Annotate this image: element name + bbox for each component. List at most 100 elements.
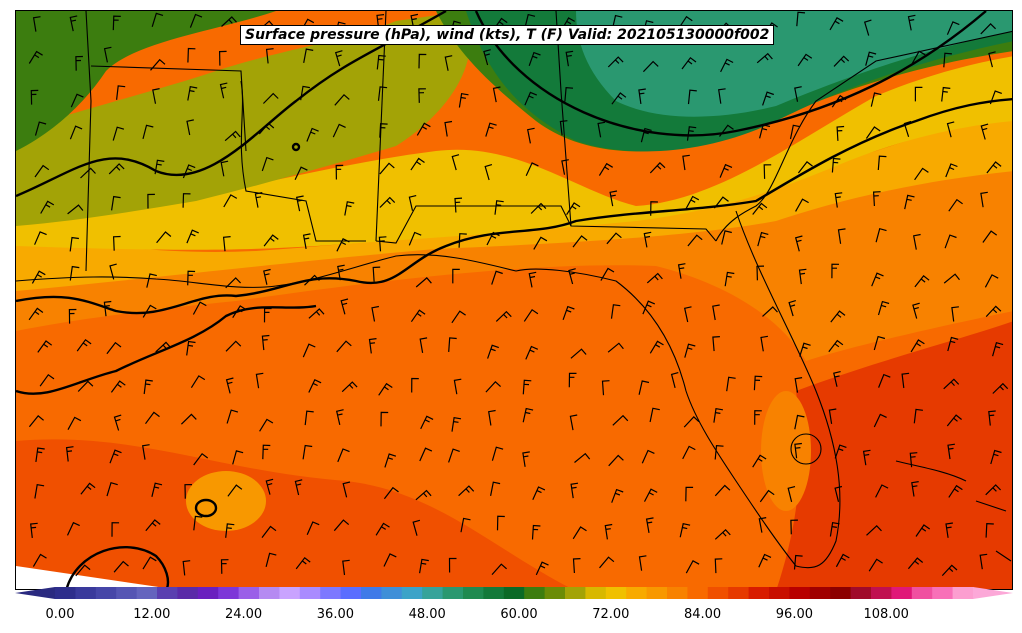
wind-barb bbox=[758, 517, 767, 533]
colorbar-tick-label: 0.00 bbox=[45, 607, 75, 622]
wind-barb bbox=[451, 310, 466, 324]
wind-barb bbox=[561, 159, 569, 175]
wind-barb bbox=[794, 377, 803, 393]
wind-barb bbox=[910, 339, 925, 353]
wind-barb bbox=[678, 15, 693, 29]
colorbar-swatch bbox=[932, 587, 954, 599]
wind-barb bbox=[877, 300, 890, 316]
colorbar-swatch bbox=[585, 587, 607, 599]
wind-barb bbox=[724, 271, 735, 287]
wind-barb bbox=[873, 335, 886, 351]
wind-barb bbox=[572, 235, 588, 248]
wind-barb bbox=[491, 563, 507, 575]
wind-barb bbox=[533, 236, 548, 250]
wind-barb bbox=[831, 94, 847, 108]
wind-barb bbox=[721, 230, 732, 245]
wind-barb bbox=[685, 486, 694, 502]
wind-barb bbox=[69, 265, 80, 281]
colorbar-tick-label: 60.00 bbox=[500, 607, 538, 622]
wind-barb bbox=[151, 482, 163, 497]
wind-barb bbox=[451, 154, 460, 171]
wind-barb bbox=[759, 124, 771, 139]
colorbar-swatch bbox=[565, 587, 586, 599]
wind-barb bbox=[796, 11, 806, 27]
wind-barb bbox=[408, 231, 422, 246]
wind-barb bbox=[642, 300, 656, 315]
wind-barb bbox=[418, 88, 426, 103]
temp-spot-amber bbox=[186, 471, 266, 531]
wind-barb bbox=[232, 305, 247, 319]
wind-barb bbox=[491, 446, 504, 461]
wind-barb bbox=[794, 86, 802, 102]
wind-barb bbox=[870, 92, 882, 107]
wind-barb bbox=[714, 558, 723, 574]
wind-barb bbox=[76, 338, 92, 352]
wind-barb bbox=[308, 308, 325, 319]
wind-barb bbox=[525, 162, 539, 176]
wind-barb bbox=[526, 127, 535, 144]
wind-barb bbox=[265, 478, 274, 495]
colorbar-swatch bbox=[218, 587, 240, 599]
wind-barb bbox=[909, 452, 918, 468]
wind-barb bbox=[460, 517, 471, 533]
wind-barb bbox=[868, 558, 883, 572]
colorbar-swatch bbox=[116, 587, 138, 599]
wind-barb bbox=[113, 560, 129, 573]
wind-barb bbox=[522, 379, 532, 395]
colorbar-swatch bbox=[891, 587, 913, 599]
wind-barb bbox=[77, 380, 94, 392]
wind-barb bbox=[308, 378, 322, 393]
wind-barb bbox=[111, 195, 121, 211]
wind-barb bbox=[763, 164, 772, 179]
wind-barb bbox=[368, 338, 377, 354]
wind-barb bbox=[454, 197, 463, 213]
wind-barb bbox=[530, 202, 547, 214]
wind-barb bbox=[610, 304, 621, 319]
wind-barb bbox=[410, 157, 425, 171]
wind-barb bbox=[831, 157, 841, 173]
wind-barb bbox=[532, 486, 546, 501]
wind-barb bbox=[306, 521, 320, 536]
wind-barb bbox=[187, 85, 198, 101]
wind-barb bbox=[34, 231, 47, 245]
wind-barb bbox=[458, 485, 475, 497]
wind-barb bbox=[948, 484, 963, 498]
wind-barb bbox=[28, 415, 44, 428]
colorbar-swatch bbox=[503, 587, 525, 599]
wind-barb bbox=[829, 522, 840, 537]
temp-spot-orange bbox=[761, 391, 811, 511]
colorbar-swatch bbox=[483, 587, 505, 599]
wind-barb bbox=[495, 310, 512, 322]
wind-barb bbox=[193, 452, 209, 466]
colorbar-swatch bbox=[646, 587, 668, 599]
wind-barb bbox=[568, 268, 576, 285]
wind-barb bbox=[863, 19, 872, 36]
colorbar-swatch bbox=[707, 587, 729, 599]
wind-barb bbox=[945, 522, 953, 538]
wind-barb bbox=[220, 160, 229, 177]
wind-barb bbox=[103, 46, 112, 63]
wind-barb bbox=[483, 49, 491, 66]
wind-barb bbox=[383, 553, 397, 567]
colorbar-tick-label: 108.00 bbox=[863, 607, 909, 622]
wind-barb bbox=[262, 444, 271, 460]
colorbar-swatch bbox=[850, 587, 872, 599]
wind-barb bbox=[914, 275, 930, 288]
wind-barb bbox=[611, 92, 627, 105]
wind-barb bbox=[638, 555, 647, 571]
wind-barb bbox=[564, 86, 574, 102]
wind-barb bbox=[224, 130, 241, 142]
wind-barb bbox=[30, 89, 39, 105]
wind-barb bbox=[187, 270, 196, 286]
wind-barb bbox=[559, 120, 568, 136]
wind-barb bbox=[798, 268, 807, 285]
wind-barb bbox=[758, 553, 772, 568]
wind-barb bbox=[142, 556, 157, 570]
wind-barb bbox=[80, 482, 96, 495]
colorbar-swatch bbox=[95, 587, 117, 599]
wind-barb bbox=[492, 86, 501, 103]
wind-barb bbox=[831, 263, 840, 279]
wind-barb bbox=[294, 479, 303, 496]
wind-barb bbox=[221, 16, 237, 27]
temp-band-olive bbox=[16, 11, 471, 226]
